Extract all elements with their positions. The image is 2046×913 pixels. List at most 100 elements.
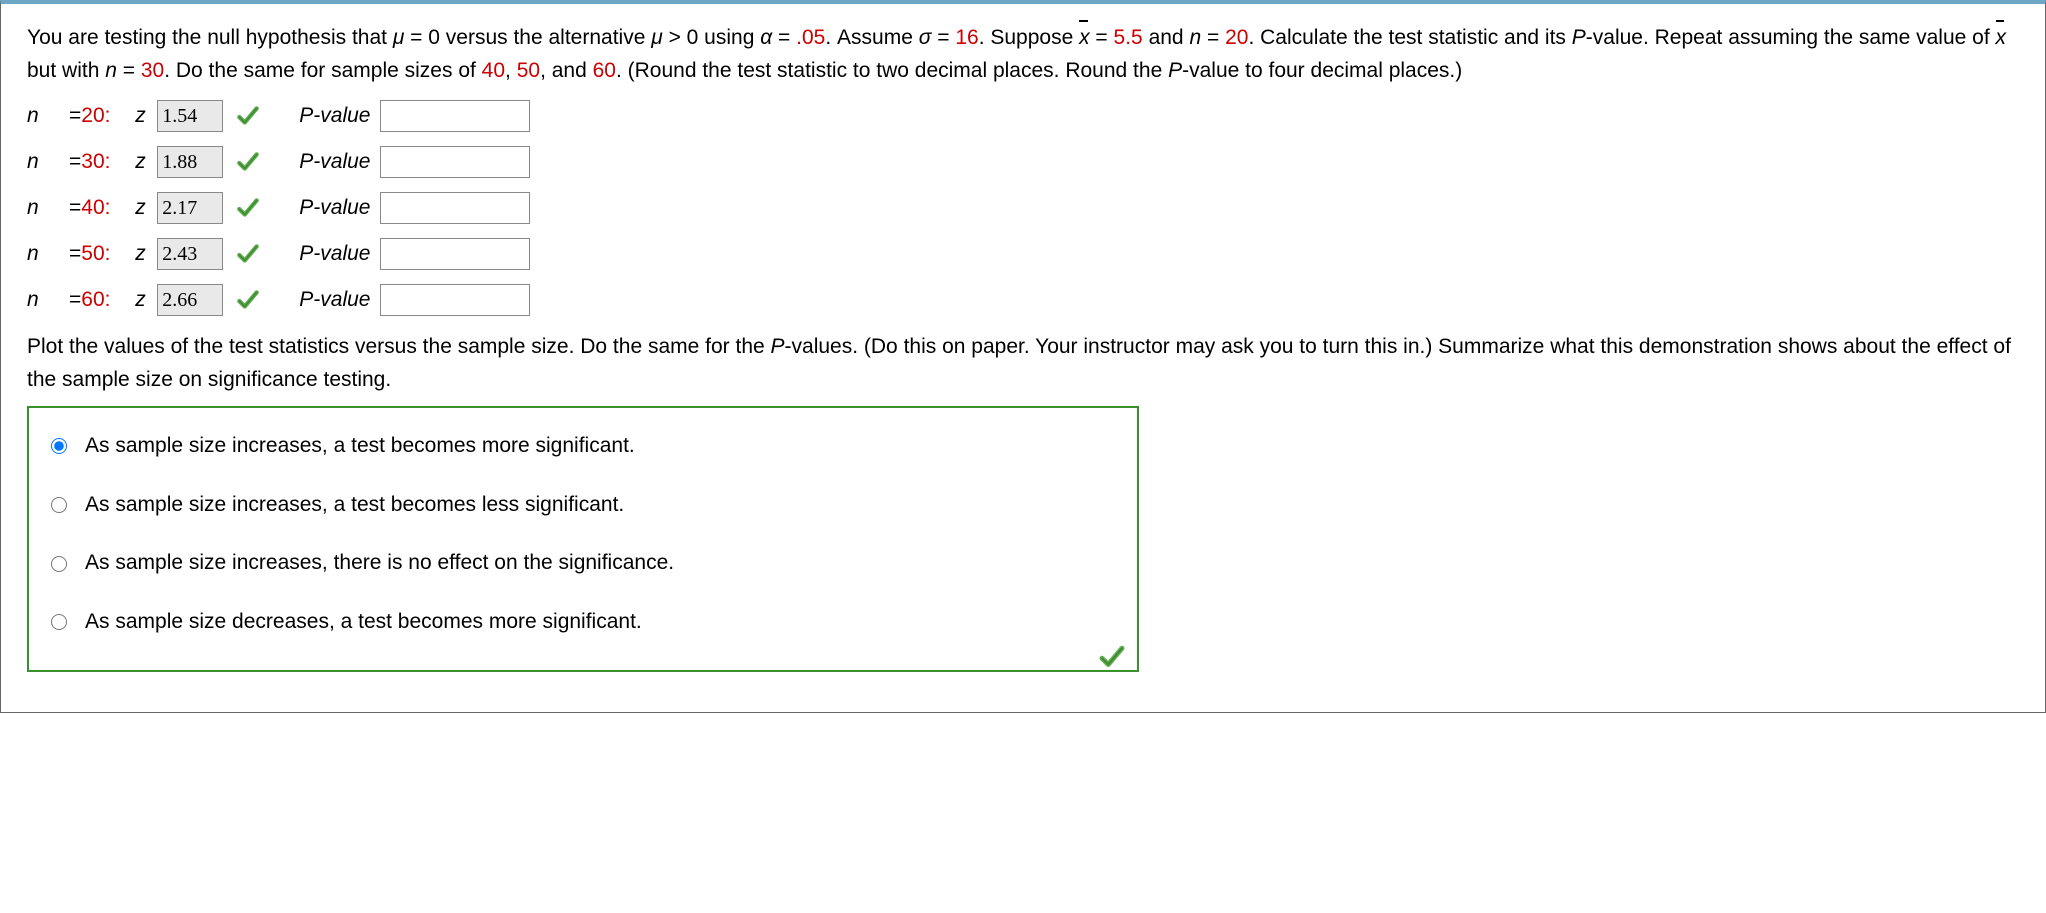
z-label: z xyxy=(135,284,157,317)
text: . Do the same for sample sizes of xyxy=(164,59,481,82)
choice-radio[interactable] xyxy=(51,497,67,513)
text: = xyxy=(69,284,81,317)
text: -value. Repeat assuming the same value o… xyxy=(1586,26,1996,49)
text: . Assume xyxy=(825,26,918,49)
choice-label: As sample size increases, there is no ef… xyxy=(85,547,674,580)
p-symbol: P xyxy=(771,335,785,358)
z-input[interactable] xyxy=(157,146,223,178)
text: and xyxy=(1143,26,1190,49)
pvalue-label: P-value xyxy=(299,146,370,179)
z-label: z xyxy=(135,146,157,179)
text: You are testing the null hypothesis that xyxy=(27,26,393,49)
text: = xyxy=(69,192,81,225)
n-value: 50 xyxy=(517,59,540,82)
sigma-symbol: σ xyxy=(919,26,932,49)
correct-check-icon xyxy=(235,287,261,313)
text: = xyxy=(931,26,955,49)
mu-symbol: μ xyxy=(393,26,405,49)
pvalue-input[interactable] xyxy=(380,238,530,270)
text: = xyxy=(1201,26,1225,49)
z-label: z xyxy=(135,192,157,225)
text: = xyxy=(69,238,81,271)
correct-check-icon xyxy=(235,103,261,129)
pvalue-label: P-value xyxy=(299,238,370,271)
n-symbol: n xyxy=(105,59,117,82)
xbar-value: 5.5 xyxy=(1114,26,1143,49)
text: . Suppose xyxy=(979,26,1079,49)
correct-check-icon xyxy=(235,149,261,175)
answer-row: n= 40:z P-value xyxy=(27,185,2019,231)
pvalue-input[interactable] xyxy=(380,284,530,316)
pvalue-input[interactable] xyxy=(380,146,530,178)
answer-row: n= 30:zP-value xyxy=(27,139,2019,185)
p-symbol: P xyxy=(1572,26,1586,49)
pvalue-label: P-value xyxy=(299,100,370,133)
choice-radio[interactable] xyxy=(51,556,67,572)
xbar-symbol: x xyxy=(1079,22,1090,55)
text: = xyxy=(69,100,81,133)
correct-check-icon xyxy=(235,195,261,221)
n-value: 20 xyxy=(1225,26,1248,49)
correct-check-icon xyxy=(1097,642,1127,672)
answer-row: n= 60:z P-value xyxy=(27,277,2019,323)
sigma-value: 16 xyxy=(955,26,978,49)
text: = xyxy=(1090,26,1114,49)
n-value: 40: xyxy=(81,192,135,225)
answer-row: n= 50:z P-value xyxy=(27,231,2019,277)
choice-radio[interactable] xyxy=(51,614,67,630)
text: = xyxy=(69,146,81,179)
alpha-value: .05 xyxy=(796,26,825,49)
choice-option[interactable]: As sample size decreases, a test becomes… xyxy=(47,606,1119,639)
z-input[interactable] xyxy=(157,238,223,270)
alpha-symbol: α xyxy=(760,26,772,49)
n-value: 50: xyxy=(81,238,135,271)
pvalue-label: P-value xyxy=(299,284,370,317)
choice-option[interactable]: As sample size increases, there is no ef… xyxy=(47,547,1119,580)
n-label: n xyxy=(27,284,69,317)
n-label: n xyxy=(27,100,69,133)
text: but with xyxy=(27,59,105,82)
choice-label: As sample size increases, a test becomes… xyxy=(85,489,624,522)
n-label: n xyxy=(27,238,69,271)
text: = xyxy=(772,26,796,49)
p-symbol: P xyxy=(1168,59,1182,82)
n-value: 60 xyxy=(593,59,616,82)
text: Plot the values of the test statistics v… xyxy=(27,335,771,358)
choice-radio[interactable] xyxy=(51,438,67,454)
z-label: z xyxy=(135,238,157,271)
xbar-symbol: x xyxy=(1996,22,2007,55)
n-value: 20: xyxy=(81,100,135,133)
text: = xyxy=(117,59,141,82)
n-value: 30 xyxy=(141,59,164,82)
z-label: z xyxy=(135,100,157,133)
mu-symbol: μ xyxy=(651,26,663,49)
choice-label: As sample size decreases, a test becomes… xyxy=(85,606,642,639)
pvalue-input[interactable] xyxy=(380,100,530,132)
text: . (Round the test statistic to two decim… xyxy=(616,59,1168,82)
text: -value to four decimal places.) xyxy=(1182,59,1462,82)
text: > 0 using xyxy=(663,26,760,49)
z-input[interactable] xyxy=(157,284,223,316)
answer-row: n= 20:z P-value xyxy=(27,93,2019,139)
n-label: n xyxy=(27,146,69,179)
z-input[interactable] xyxy=(157,192,223,224)
multiple-choice-box: As sample size increases, a test becomes… xyxy=(27,406,1139,672)
text: , xyxy=(505,59,517,82)
choice-option[interactable]: As sample size increases, a test becomes… xyxy=(47,430,1119,463)
pvalue-label: P-value xyxy=(299,192,370,225)
choice-option[interactable]: As sample size increases, a test becomes… xyxy=(47,489,1119,522)
answer-rows: n= 20:zP-valuen= 30:zP-valuen= 40:zP-val… xyxy=(27,93,2019,323)
text: . Calculate the test statistic and its xyxy=(1248,26,1571,49)
n-label: n xyxy=(27,192,69,225)
text: = 0 versus the alternative xyxy=(404,26,651,49)
problem-statement: You are testing the null hypothesis that… xyxy=(27,22,2019,87)
z-input[interactable] xyxy=(157,100,223,132)
choice-label: As sample size increases, a test becomes… xyxy=(85,430,635,463)
correct-check-icon xyxy=(235,241,261,267)
pvalue-input[interactable] xyxy=(380,192,530,224)
instruction-paragraph: Plot the values of the test statistics v… xyxy=(27,331,2019,396)
n-symbol: n xyxy=(1189,26,1201,49)
n-value: 40 xyxy=(482,59,505,82)
text: , and xyxy=(540,59,593,82)
n-value: 60: xyxy=(81,284,135,317)
